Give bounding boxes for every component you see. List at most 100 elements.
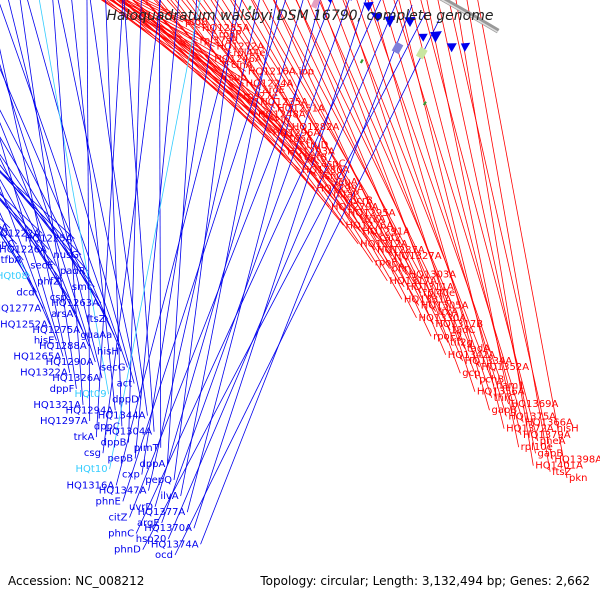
- gene-label: hisE: [34, 336, 55, 347]
- gene-label: HQ1282A: [292, 122, 340, 133]
- gene-label: phnD: [114, 545, 141, 556]
- leader-line: [170, 0, 361, 232]
- gene-label: ilvA: [160, 491, 178, 502]
- leader-line: [230, 0, 403, 300]
- gene-label: HQ1294A: [66, 405, 114, 416]
- gene-label: tif2g: [450, 337, 473, 348]
- leader-line: [262, 0, 434, 325]
- leader-line: [132, 0, 315, 189]
- gene-label: hsp20: [136, 534, 167, 545]
- gene-label: dppC: [94, 421, 120, 432]
- gene-label: HQt08: [0, 271, 28, 282]
- leader-line: [159, 0, 162, 448]
- gene-label: HQ1263A: [51, 298, 99, 309]
- gene-label: dppD: [112, 395, 139, 406]
- gene-label: HQ1321A: [33, 400, 81, 411]
- leader-line: [123, 0, 155, 432]
- gene-label: rpoE2: [433, 331, 462, 342]
- gene-label: HQ1356A: [477, 387, 525, 398]
- leader-line: [0, 136, 108, 320]
- gene-label: gapB: [491, 405, 517, 416]
- gene-label: ftsZ: [86, 314, 105, 325]
- leader-line: [166, 0, 198, 464]
- gene-label: pimT: [134, 443, 160, 454]
- gene-label: HQ1251A: [277, 103, 325, 114]
- gene-label: act: [117, 378, 133, 389]
- gene-label: HQ1342A: [448, 350, 496, 361]
- gene-label: mtaP: [333, 190, 359, 201]
- reverse-gene-arrow: [446, 43, 457, 53]
- gene-label: HQ1295A: [348, 208, 396, 219]
- leader-line: [233, 0, 422, 294]
- gene-label: HQ1285A: [202, 23, 250, 34]
- leader-line: [466, 0, 551, 472]
- cog-category-band: [310, 0, 321, 9]
- gene-label: topA: [289, 134, 312, 145]
- leader-line: [393, 0, 524, 423]
- gc-skew-dash: [422, 101, 427, 106]
- gene-label: ftsZ: [552, 467, 571, 478]
- cog-category-band: [391, 41, 404, 55]
- gene-label: HQ1330A: [419, 313, 467, 324]
- leader-line: [71, 0, 116, 411]
- leader-line: [0, 178, 76, 314]
- reverse-gene-arrow: [350, 0, 352, 1]
- gene-label: pepQ: [145, 475, 172, 486]
- reverse-gene-arrow: [363, 1, 374, 12]
- gene-label: HQ1226A: [0, 244, 47, 255]
- leader-line: [103, 0, 227, 78]
- gene-label: HQ1291A: [362, 227, 410, 238]
- leader-line: [143, 0, 332, 195]
- gene-label: kin: [275, 116, 290, 127]
- gene-label: HQ1252A: [0, 319, 48, 330]
- gene-label: pheA: [540, 436, 566, 447]
- leader-line: [382, 0, 507, 417]
- gene-labels: pfdBHQ1285ArpoPrpl37aRHQ1272Arpl44eHQ124…: [0, 17, 600, 561]
- leader-line: [0, 153, 102, 304]
- gene-label: asnC: [319, 171, 344, 182]
- leader-line: [145, 0, 330, 208]
- leader-line: [0, 157, 83, 331]
- leader-line: [175, 0, 359, 245]
- reverse-gene-arrow: [370, 12, 383, 23]
- gene-label: secG: [101, 362, 126, 373]
- gene-label: HQ1331A: [404, 294, 452, 305]
- gene-label: HQ1311A: [406, 282, 454, 293]
- gene-label: padR: [60, 266, 86, 277]
- gene-label: tadC: [452, 325, 475, 336]
- gene-label: HQ1317A: [389, 276, 437, 287]
- gene-label: HQ1272A: [216, 42, 264, 53]
- gene-label: cxp: [122, 470, 140, 481]
- leader-line: [111, 0, 244, 84]
- gene-label: csp: [50, 293, 67, 304]
- gene-label: HQ1374A: [151, 539, 199, 550]
- gene-label: HQ1216A.ipp: [248, 66, 314, 77]
- gene-label: leuA: [335, 177, 357, 188]
- gene-label: HQ1290A: [46, 357, 94, 368]
- gene-label: HQ1277A: [0, 303, 41, 314]
- gene-label: HQ1304A: [104, 427, 152, 438]
- gene-label: HQ1299A: [316, 183, 364, 194]
- gene-label: tfbA: [1, 255, 22, 266]
- gc-skew-dash: [248, 5, 252, 11]
- leader-line: [174, 19, 440, 556]
- leader-line: [186, 0, 376, 251]
- leader-lines: [0, 0, 568, 556]
- leader-line: [0, 121, 90, 347]
- leader-line: [27, 0, 135, 384]
- leader-line: [0, 171, 82, 256]
- leader-line: [122, 0, 286, 502]
- leader-line: [342, 0, 495, 386]
- gene-label: HQt09: [75, 389, 107, 400]
- gene-label: HQ1296A: [273, 128, 321, 139]
- leader-line: [251, 0, 417, 318]
- gene-label: HQ1275A: [32, 325, 80, 336]
- leader-line: [356, 0, 493, 399]
- genome-stats-text: Topology: circular; Length: 3,132,494 bp…: [260, 574, 590, 588]
- gene-label: aspC: [0, 239, 15, 250]
- gene-label: argE: [137, 518, 160, 529]
- leader-line: [52, 0, 84, 405]
- gene-label: HQ1246A: [214, 54, 262, 65]
- leader-line: [100, 0, 242, 97]
- gene-label: phnE: [96, 496, 121, 507]
